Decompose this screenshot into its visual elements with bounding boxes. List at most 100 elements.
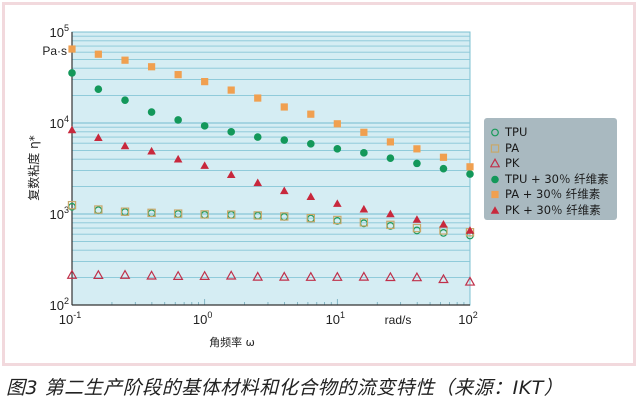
data-point xyxy=(225,270,237,280)
data-point xyxy=(279,186,289,195)
legend-triangle-icon xyxy=(490,205,500,214)
series-circle xyxy=(68,69,474,178)
data-point xyxy=(280,212,289,221)
legend-marker xyxy=(490,205,500,214)
data-point xyxy=(333,199,342,207)
legend-item: PK xyxy=(490,155,519,171)
data-point xyxy=(67,125,77,134)
data-point xyxy=(199,270,210,280)
data-point xyxy=(227,128,236,136)
data-point xyxy=(200,210,209,219)
data-point xyxy=(254,94,262,102)
data-point xyxy=(466,163,474,171)
legend-triangle-open-icon xyxy=(490,158,500,168)
data-point xyxy=(252,271,264,281)
legend-label: PK xyxy=(505,156,520,170)
series-triangle-open xyxy=(66,269,476,286)
x-tick-label: 102 xyxy=(458,310,477,327)
x-unit-label: rad/s xyxy=(385,313,412,327)
data-point xyxy=(174,116,182,124)
data-point xyxy=(200,122,209,130)
data-point xyxy=(439,220,448,228)
data-point xyxy=(94,205,103,214)
data-point xyxy=(147,63,156,71)
data-point xyxy=(174,71,182,79)
data-point xyxy=(413,159,421,168)
legend-marker xyxy=(490,143,500,153)
data-point xyxy=(360,128,368,136)
legend-square-open-icon xyxy=(490,143,500,153)
legend: TPU PA PK TPU + 30％ 纤维素 PA + 30％ 纤维素 PK + 30％… xyxy=(484,118,617,220)
legend-label: TPU xyxy=(505,125,528,139)
data-point xyxy=(464,276,476,286)
data-point xyxy=(306,192,316,200)
data-point xyxy=(253,211,262,220)
data-point xyxy=(200,161,209,169)
data-point xyxy=(173,209,183,218)
data-point xyxy=(360,149,368,157)
data-point xyxy=(253,133,262,141)
legend-label: PA + 30％ 纤维素 xyxy=(505,187,601,201)
data-point xyxy=(305,271,317,281)
legend-item: TPU xyxy=(490,124,527,140)
y-axis-title: 复数粘度 η* xyxy=(26,135,41,200)
legend-label: PA xyxy=(505,140,520,155)
y-tick-label: 103 xyxy=(50,205,69,222)
data-point xyxy=(466,170,474,178)
data-point xyxy=(121,56,129,64)
data-point xyxy=(227,210,236,219)
data-point xyxy=(307,140,315,148)
data-point xyxy=(147,146,156,155)
data-point xyxy=(359,204,369,213)
plot-area xyxy=(71,31,471,306)
data-point xyxy=(120,141,130,150)
data-point xyxy=(173,154,183,163)
data-point xyxy=(359,218,369,227)
data-point xyxy=(465,226,475,234)
data-point xyxy=(93,269,104,280)
data-point xyxy=(386,220,395,230)
data-point xyxy=(439,164,448,173)
x-axis-title: 角频率 ω xyxy=(209,335,255,349)
data-point xyxy=(146,270,157,280)
y-unit-label: Pa·s xyxy=(42,44,67,58)
data-point xyxy=(358,271,370,281)
data-point xyxy=(386,154,395,163)
data-point xyxy=(94,133,103,141)
series-square-open xyxy=(67,200,475,237)
y-tick-label: 104 xyxy=(50,114,69,131)
legend-circle-icon xyxy=(491,175,499,183)
data-point xyxy=(412,215,422,223)
data-point xyxy=(278,271,290,281)
data-point xyxy=(68,45,76,53)
data-point xyxy=(253,178,263,187)
data-point xyxy=(413,145,421,153)
legend-marker xyxy=(490,158,500,168)
data-point xyxy=(172,270,184,280)
data-point xyxy=(386,138,395,146)
data-point xyxy=(227,86,235,94)
data-point xyxy=(333,120,341,128)
data-point xyxy=(66,269,78,279)
data-point xyxy=(201,78,209,86)
legend-item: PK + 30％ 纤维素 xyxy=(490,202,601,218)
legend-marker xyxy=(491,128,499,137)
legend-item: TPU + 30％ 纤维素 xyxy=(490,171,609,187)
data-point xyxy=(226,170,236,179)
data-point xyxy=(68,69,76,77)
data-point xyxy=(306,213,316,223)
legend-marker xyxy=(491,190,499,199)
x-tick-label: 10-1 xyxy=(59,310,81,327)
data-point xyxy=(307,110,315,118)
legend-square-icon xyxy=(491,190,499,199)
data-point xyxy=(333,215,342,225)
x-tick-label: 101 xyxy=(326,310,345,327)
data-point xyxy=(94,50,102,58)
y-tick-label: 105 xyxy=(50,23,69,40)
data-point xyxy=(119,269,131,279)
data-point xyxy=(385,271,396,282)
y-tick-label: 102 xyxy=(50,296,69,313)
data-point xyxy=(332,271,343,281)
data-point xyxy=(94,85,103,94)
